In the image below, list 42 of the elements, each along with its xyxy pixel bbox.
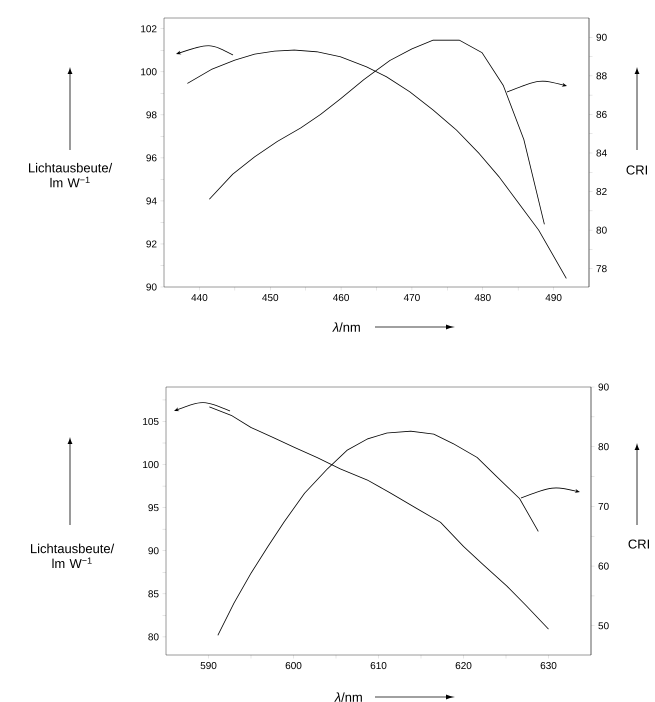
x-axis-title: λ/nm [332, 322, 360, 332]
y-tick-label: 92 [146, 240, 156, 248]
y2-axis-title: CRI [628, 539, 649, 549]
y-tick-label: 100 [143, 461, 159, 468]
y-tick-label: 85 [148, 590, 159, 598]
y2-tick-label: 90 [596, 34, 607, 41]
y2-tick-label: 90 [598, 383, 609, 391]
y-tick-label: 90 [146, 283, 157, 291]
x-tick-label: 440 [191, 294, 208, 302]
x-tick-label: 450 [262, 294, 278, 302]
x-tick-label: 610 [370, 662, 386, 670]
y-tick-label: 94 [146, 197, 157, 204]
x-tick-label: 620 [456, 662, 472, 670]
x-tick-label: 490 [546, 294, 562, 302]
y-tick-label: 98 [146, 111, 157, 118]
x-tick-label: 600 [286, 662, 302, 670]
y2-tick-label: 50 [598, 622, 609, 630]
y2-tick-label: 86 [596, 110, 607, 118]
x-tick-label: 630 [540, 662, 556, 670]
x-axis-title: λ/nm [334, 692, 362, 702]
x-tick-label: 590 [200, 662, 216, 670]
y2-axis-title: CRI [626, 165, 647, 175]
y-axis-title: Lichtausbeute/ lm W$^{−1}$ [29, 162, 112, 188]
y2-tick-label: 88 [596, 72, 607, 80]
y-tick-label: 102 [141, 25, 156, 32]
y2-tick-label: 82 [596, 188, 607, 196]
x-tick-label: 470 [404, 294, 420, 302]
y2-tick-label: 84 [596, 149, 607, 157]
y2-tick-label: 70 [598, 502, 609, 510]
y-tick-label: 80 [148, 633, 159, 640]
y-tick-label: 100 [141, 68, 157, 76]
y-tick-label: 105 [143, 418, 159, 425]
y2-tick-label: 80 [598, 443, 609, 450]
x-tick-label: 460 [333, 294, 350, 302]
y2-tick-label: 60 [598, 562, 609, 570]
y-tick-label: 90 [148, 547, 159, 554]
y2-tick-label: 80 [596, 226, 607, 234]
x-tick-label: 480 [474, 294, 491, 302]
y2-tick-label: 78 [596, 265, 607, 272]
y-tick-label: 95 [148, 504, 159, 512]
y-axis-title: Lichtausbeute/ lm W$^{−1}$ [31, 544, 114, 568]
y-tick-label: 96 [146, 154, 157, 162]
